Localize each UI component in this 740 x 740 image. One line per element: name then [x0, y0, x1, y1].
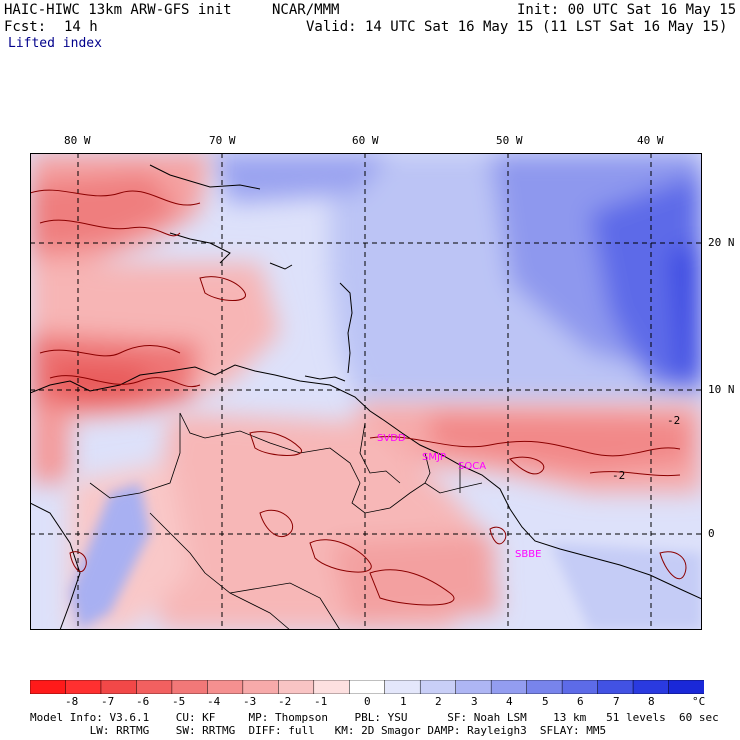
- organization: NCAR/MMM: [272, 2, 340, 18]
- colorbar-swatch: [100, 680, 138, 694]
- unstable-region-equatorial: [70, 403, 702, 630]
- colorbar-label: -2: [278, 695, 292, 708]
- colorbar-label: -7: [101, 695, 115, 708]
- colorbar: [30, 680, 704, 694]
- field-name: Lifted index: [8, 36, 102, 51]
- contour-label: -2: [612, 469, 625, 482]
- colorbar-swatch: [455, 680, 492, 694]
- colorbar-swatch: [668, 680, 704, 694]
- colorbar-label: 1: [400, 695, 407, 708]
- colorbar-swatch: [490, 680, 528, 694]
- colorbar-swatch: [65, 680, 102, 694]
- lat-label-20n: 20 N: [708, 236, 735, 249]
- colorbar-label: 2: [435, 695, 442, 708]
- colorbar-swatch: [384, 680, 421, 694]
- lon-label-40w: 40 W: [637, 134, 664, 147]
- colorbar-swatch: [30, 680, 67, 694]
- colorbar-label: 5: [542, 695, 549, 708]
- colorbar-swatch: [136, 680, 173, 694]
- colorbar-label: 6: [577, 695, 584, 708]
- colorbar-label: 0: [364, 695, 371, 708]
- colorbar-label: 3: [471, 695, 478, 708]
- station-label-sbbe: SBBE: [515, 549, 541, 560]
- lon-label-80w: 80 W: [64, 134, 91, 147]
- model-info-line2: LW: RRTMG SW: RRTMG DIFF: full KM: 2D Sm…: [30, 724, 607, 737]
- colorbar-swatch: [349, 680, 386, 694]
- colorbar-swatch: [632, 680, 670, 694]
- contour-lines: [30, 189, 687, 606]
- colorbar-swatch: [561, 680, 599, 694]
- colorbar-label: -8: [65, 695, 79, 708]
- model-title: HAIC-HIWC 13km ARW-GFS init: [4, 2, 232, 18]
- colorbar-swatch: [242, 680, 280, 694]
- model-info-line1: Model Info: V3.6.1 CU: KF MP: Thompson P…: [30, 711, 719, 724]
- valid-time: Valid: 14 UTC Sat 16 May 15 (11 LST Sat …: [306, 19, 728, 35]
- colorbar-swatch: [419, 680, 457, 694]
- graticule: [30, 153, 702, 630]
- colorbar-swatch: [171, 680, 209, 694]
- country-borders: [89, 412, 483, 630]
- colorbar-swatch: [207, 680, 244, 694]
- contour-label: -2: [667, 414, 680, 427]
- colorbar-label: -4: [207, 695, 221, 708]
- colorbar-label: -6: [136, 695, 150, 708]
- colorbar-swatch: [313, 680, 351, 694]
- lon-label-50w: 50 W: [496, 134, 523, 147]
- colorbar-label: -5: [172, 695, 186, 708]
- lat-label-10n: 10 N: [708, 383, 735, 396]
- colorbar-label: 4: [506, 695, 513, 708]
- colorbar-label: 8: [648, 695, 655, 708]
- colorbar-label: -1: [314, 695, 328, 708]
- lon-label-70w: 70 W: [209, 134, 236, 147]
- init-time: Init: 00 UTC Sat 16 May 15: [517, 2, 737, 18]
- colorbar-label: -3: [243, 695, 257, 708]
- colorbar-swatch: [278, 680, 315, 694]
- forecast-hour: 14 h: [64, 19, 98, 35]
- station-label-svdd: SVDD: [377, 433, 406, 444]
- station-label-smjp: SMJP: [422, 452, 446, 463]
- unstable-region-caribbean: [30, 153, 280, 483]
- colorbar-label: 7: [613, 695, 620, 708]
- colorbar-swatch: [526, 680, 563, 694]
- colorbar-swatch: [597, 680, 634, 694]
- lifted-index-map: -2 -2 SVDD SMJP SOCA SBBE: [30, 153, 702, 630]
- map-frame: [30, 153, 702, 630]
- lon-label-60w: 60 W: [352, 134, 379, 147]
- lat-label-0: 0: [708, 527, 715, 540]
- forecast-label: Fcst:: [4, 19, 47, 35]
- coastlines: [30, 164, 702, 630]
- station-label-soca: SOCA: [458, 461, 486, 472]
- colorbar-unit: °C: [692, 695, 706, 708]
